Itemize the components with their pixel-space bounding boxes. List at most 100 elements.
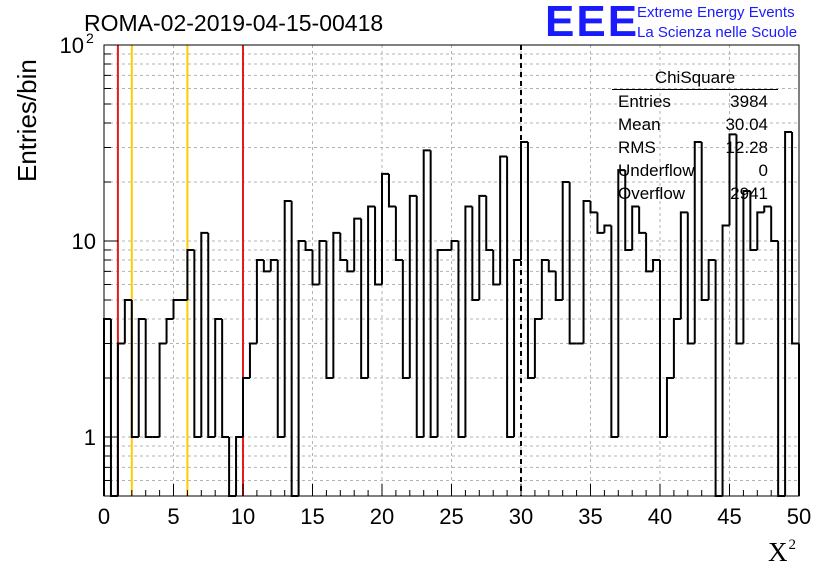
histogram-bin [638, 206, 647, 234]
x-tick-label: 0 [98, 504, 110, 529]
histogram-bin [679, 211, 688, 319]
histogram-bin [582, 199, 591, 344]
histogram-bin [200, 231, 209, 437]
histogram-bin [235, 435, 243, 496]
logo-line-2: La Scienza nelle Scuole [637, 24, 798, 41]
histogram-bin [297, 239, 306, 496]
stats-label: Mean [618, 115, 661, 134]
histogram-bin [255, 258, 264, 344]
histogram-bin [221, 318, 230, 438]
y-tick-exponent: 2 [86, 30, 94, 46]
stats-row-overflow: Overflow 2941 [612, 182, 778, 205]
histogram-bin [554, 271, 563, 302]
histogram-bin [728, 133, 737, 226]
stats-value: 2941 [730, 184, 768, 203]
histogram-bin [186, 248, 195, 301]
x-tick-label: 20 [370, 504, 394, 529]
x-tick-label: 50 [787, 504, 811, 529]
histogram-bin [214, 317, 223, 437]
histogram-bin [248, 342, 257, 378]
histogram-bin [700, 141, 709, 302]
histogram-bin [242, 376, 250, 437]
x-axis-label: X2 [768, 537, 796, 568]
histogram-bin [749, 190, 758, 251]
histogram-bin [457, 240, 466, 438]
x-tick-label: 5 [167, 504, 179, 529]
eee-logo: EEE [545, 0, 640, 46]
histogram-bin [652, 258, 660, 272]
histogram-bin [777, 240, 786, 497]
histogram-bin [707, 258, 716, 301]
stats-value: 30.04 [725, 115, 768, 134]
histogram-bin [672, 317, 681, 378]
histogram-bin [520, 140, 528, 260]
stats-row-mean: Mean 30.04 [612, 113, 778, 136]
histogram-bin [165, 317, 174, 344]
histogram-bin [325, 240, 334, 379]
stats-value: 0 [758, 161, 768, 180]
histogram-bin [401, 259, 410, 379]
histogram-bin [547, 259, 556, 273]
stats-value: 3984 [730, 92, 768, 111]
histogram-bin [533, 317, 542, 378]
histogram-bin [478, 194, 487, 301]
histogram-bin [193, 249, 202, 438]
histogram-bin [526, 141, 535, 379]
histogram-bin [311, 249, 320, 286]
histogram-bin [645, 232, 654, 273]
histogram-bin [103, 317, 111, 496]
x-tick-label: 25 [439, 504, 463, 529]
histogram-bin [381, 172, 389, 285]
histogram-bin [429, 150, 438, 438]
histogram-bin [276, 259, 285, 438]
histogram-bin [499, 155, 508, 285]
histogram-bin [540, 258, 549, 319]
histogram-bin [659, 259, 667, 438]
histogram-bin [791, 131, 799, 345]
histogram-bin [394, 206, 403, 261]
histogram-bin [283, 199, 292, 437]
histogram-bin [603, 224, 612, 233]
stats-row-entries: Entries 3984 [612, 90, 778, 113]
histogram-bin [207, 232, 216, 438]
stats-title: ChiSquare [612, 68, 778, 90]
x-tick-label: 35 [578, 504, 602, 529]
histogram-bin [450, 239, 459, 250]
histogram-bin [513, 258, 521, 437]
histogram-bin [408, 194, 417, 378]
histogram-bin [304, 240, 313, 251]
histogram-bin [631, 205, 640, 250]
histogram-bin [269, 258, 278, 272]
histogram-bin [471, 206, 480, 302]
x-axis-label-superscript: 2 [788, 537, 797, 553]
histogram-bin [130, 300, 139, 438]
histogram-bin [561, 180, 570, 301]
histogram-bin [721, 224, 730, 496]
histogram-bin [436, 248, 445, 437]
histogram-bin [262, 259, 271, 273]
histogram-bin [374, 206, 382, 286]
histogram-bin [784, 130, 793, 496]
y-tick-label: 10 [60, 33, 84, 58]
x-tick-label: 15 [300, 504, 324, 529]
y-axis-label: Entries/bin [12, 59, 42, 182]
run-title: ROMA-02-2019-04-15-00418 [84, 10, 384, 36]
stats-row-underflow: Underflow 0 [612, 159, 778, 182]
histogram-bin [144, 318, 153, 438]
histogram-bin [506, 156, 515, 438]
histogram-bin [617, 169, 626, 437]
stats-box: ChiSquare Entries 3984 Mean 30.04 RMS 12… [612, 68, 778, 205]
histogram-bin [665, 376, 674, 437]
stats-value: 12.28 [725, 138, 768, 157]
stats-label: RMS [618, 138, 656, 157]
histogram-bin [770, 206, 779, 242]
histogram-bin [693, 140, 702, 344]
histogram-bin [756, 211, 765, 250]
y-tick-label: 10 [72, 229, 96, 254]
histogram-bin [415, 195, 424, 438]
x-tick-label: 45 [717, 504, 741, 529]
histogram-bin [464, 205, 473, 437]
histogram-bin [596, 212, 605, 234]
histogram-bin [109, 318, 118, 497]
